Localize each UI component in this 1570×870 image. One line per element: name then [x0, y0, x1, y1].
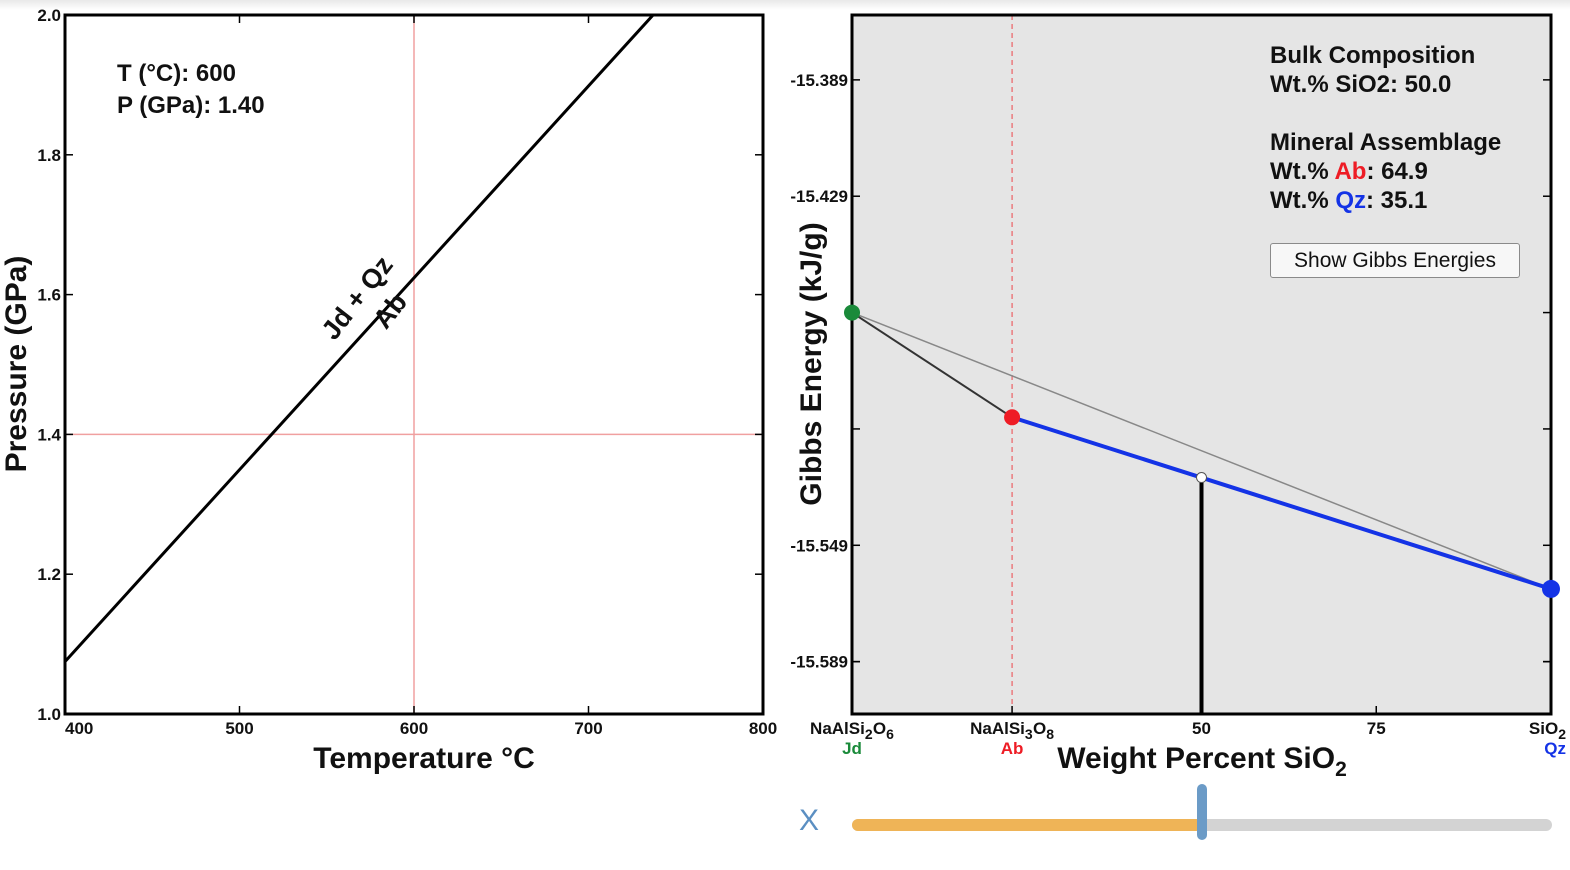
gibbs-x-formula-label: NaAlSi3 O8 [970, 719, 1054, 742]
pt-y-tick-label: 1.6 [37, 286, 61, 305]
mineral-assemblage-title: Mineral Assemblage [1270, 129, 1501, 156]
gibbs-x-mineral-label: Qz [1544, 739, 1566, 758]
gibbs-y-tick-label: -15.589 [790, 653, 848, 672]
pt-y-tick-label: 2.0 [37, 6, 61, 25]
pt-y-axis-title: Pressure (GPa) [0, 256, 33, 473]
gibbs-x-tick-label: 75 [1367, 719, 1386, 738]
gibbs-x-formula-label: NaAlSi2 O6 [810, 719, 894, 742]
gibbs-y-tick-label: -15.429 [790, 187, 848, 206]
gibbs-x-formula-label: SiO2 [1529, 719, 1566, 742]
show-gibbs-energies-button[interactable]: Show Gibbs Energies [1270, 243, 1520, 278]
gibbs-plot-frame [850, 13, 1553, 716]
pt-x-tick-label: 700 [574, 719, 602, 738]
reaction-boundary-line [63, 13, 655, 663]
gibbs-y-tick-label: -15.389 [790, 71, 848, 90]
composition-slider-label: X [799, 804, 820, 837]
composition-slider-fill [852, 819, 1202, 831]
pressure-readout: P (GPa): 1.40 [117, 92, 265, 119]
temperature-readout: T (°C): 600 [117, 60, 236, 87]
pt-x-tick-label: 600 [400, 719, 428, 738]
pt-x-tick-label: 400 [65, 719, 93, 738]
pt-y-tick-label: 1.8 [37, 146, 61, 165]
pt-x-tick-label: 800 [749, 719, 777, 738]
quartz-point [1542, 579, 1560, 598]
pt-y-tick-label: 1.4 [37, 425, 61, 444]
gibbs-x-mineral-label: Ab [1001, 739, 1024, 758]
pt-y-tick-label: 1.0 [37, 705, 61, 724]
gibbs-x-mineral-label: Jd [842, 739, 862, 758]
albite-fraction: Wt.% Ab: 64.9 [1270, 158, 1428, 185]
jd-qz-chord-line [851, 311, 1552, 590]
gibbs-x-axis-title: Weight Percent SiO2 [1057, 742, 1347, 781]
gibbs-y-axis-title: Gibbs Energy (kJ/g) [795, 222, 828, 505]
jadeite-point [844, 304, 860, 321]
quartz-fraction: Wt.% Qz: 35.1 [1270, 187, 1427, 214]
gibbs-panel: -15.389-15.429-15.549-15.589 NaAlSi2 O6 … [790, 13, 1566, 781]
ab-qz-tangent-line [1011, 415, 1552, 591]
composition-slider-handle[interactable] [1197, 784, 1207, 840]
gibbs-y-tick-label: -15.549 [790, 536, 848, 555]
albite-point [1004, 409, 1021, 426]
pt-y-tick-label: 1.2 [37, 565, 61, 584]
pt-x-tick-label: 500 [225, 719, 253, 738]
pt-plot-frame [63, 13, 765, 716]
gibbs-x-tick-label: 50 [1192, 719, 1211, 738]
bulk-composition-title: Bulk Composition [1270, 42, 1475, 69]
bulk-composition-value: Wt.% SiO2: 50.0 [1270, 71, 1451, 98]
bulk-composition-point [1196, 472, 1207, 484]
jd-ab-tie-line [851, 311, 1013, 419]
pt-x-axis-title: Temperature °C [313, 742, 535, 775]
pt-panel: 400 500 600 700 800 1.0 1.2 1.4 1.6 1.8 2.0 T (°C… [0, 6, 777, 775]
